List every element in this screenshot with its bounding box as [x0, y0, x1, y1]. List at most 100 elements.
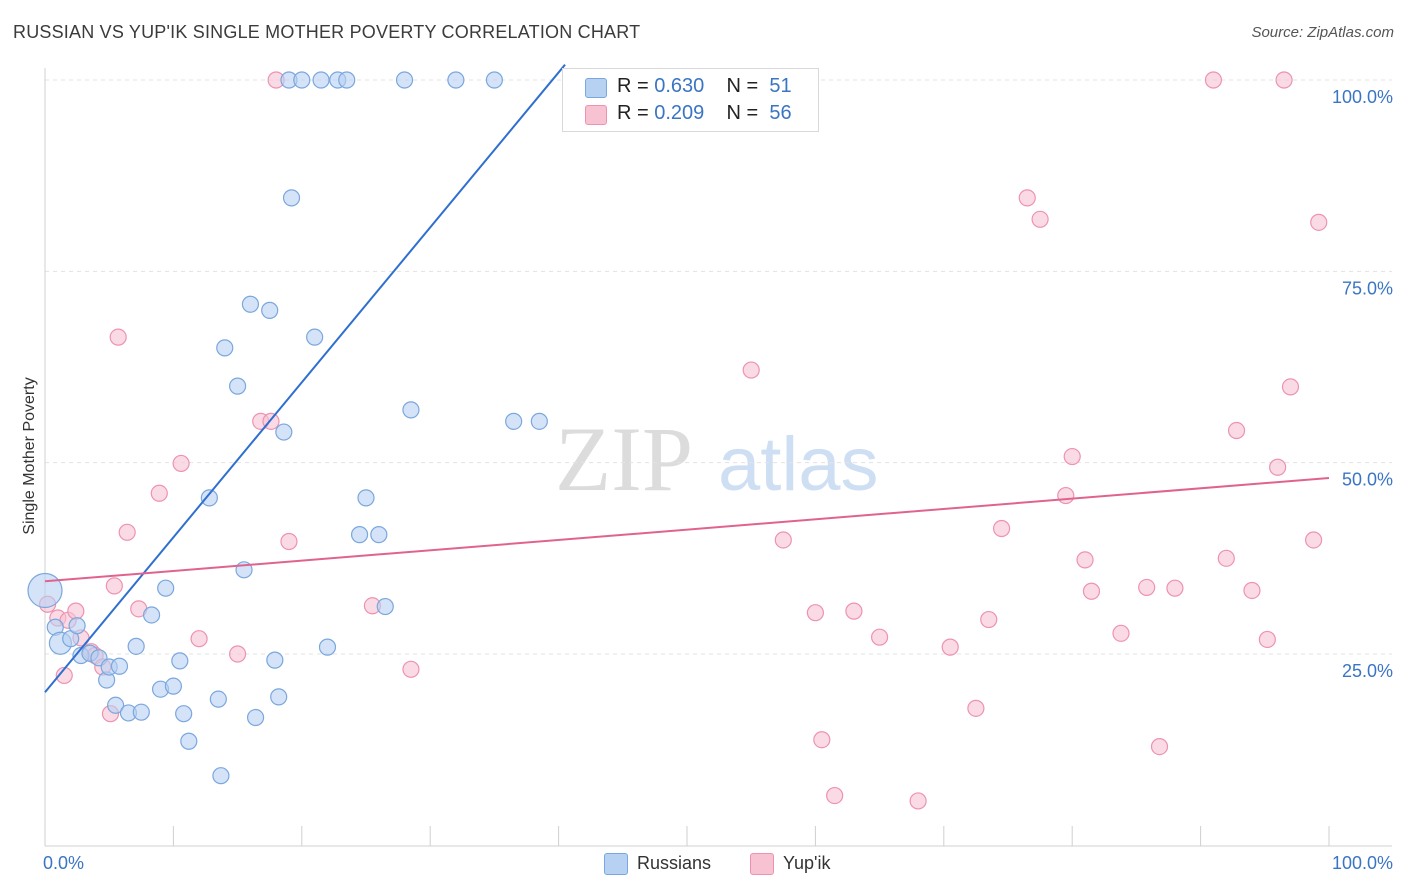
yupik-stats: R = 0.209 N = 56: [617, 102, 792, 125]
russians-point-13: [127, 637, 145, 655]
yupik-point-53: [1310, 213, 1328, 231]
russians-r-label: R =: [617, 75, 649, 97]
x-tick-label-0: 0.0%: [43, 853, 84, 873]
russians-point-17: [157, 579, 175, 597]
russians-point-36: [293, 71, 311, 89]
russians-point-0: [27, 572, 63, 609]
axes: [44, 68, 1392, 847]
russians-point-14: [132, 703, 150, 721]
yupik-point-10: [109, 328, 127, 346]
russians-point-35: [282, 189, 301, 207]
russians-point-10: [107, 696, 125, 714]
yupik-point-36: [1057, 486, 1075, 505]
russians-legend-swatch: [604, 853, 628, 875]
russians-point-19: [171, 652, 189, 670]
russians-r-value: 0.630: [654, 75, 705, 97]
yupik-point-44: [1204, 71, 1223, 89]
stats-legend: R = 0.630 N = 51 R = 0.209 N = 56: [562, 68, 819, 132]
yupik-point-2: [55, 666, 73, 685]
russians-point-49: [505, 412, 523, 430]
yupik-point-30: [941, 638, 959, 656]
yupik-legend-label: Yup'ik: [783, 853, 831, 873]
y-axis-label: Single Mother Poverty: [21, 377, 38, 535]
russians-point-50: [530, 412, 548, 430]
russians-point-46: [395, 71, 414, 89]
yupik-point-33: [992, 519, 1011, 538]
yupik-point-49: [1269, 458, 1287, 476]
y-tick-label-1: 50.0%: [1342, 470, 1393, 490]
yupik-point-24: [806, 604, 825, 622]
russians-stats: R = 0.630 N = 51: [617, 75, 792, 98]
yupik-legend-swatch: [750, 853, 774, 875]
russians-point-38: [312, 71, 330, 89]
yupik-n-value: 56: [769, 102, 792, 124]
yupik-swatch: [585, 105, 607, 125]
watermark-zip: ZIP: [555, 408, 693, 510]
russians-point-11: [110, 657, 129, 675]
yupik-point-42: [1150, 738, 1169, 756]
russians-point-21: [180, 732, 198, 750]
yupik-point-28: [870, 628, 889, 646]
russians-point-42: [350, 526, 369, 544]
y-tick-label-0: 25.0%: [1342, 661, 1393, 681]
yupik-point-9: [105, 577, 123, 595]
yupik-point-51: [1281, 378, 1300, 396]
russians-point-37: [306, 328, 324, 346]
yupik-n-label: N =: [726, 102, 759, 124]
yupik-point-14: [172, 454, 190, 473]
yupik-trend-line: [44, 476, 1330, 583]
yupik-r-label: R =: [617, 102, 649, 124]
russians-point-43: [357, 489, 375, 507]
russians-point-23: [209, 690, 227, 708]
yupik-point-50: [1275, 71, 1293, 89]
russians-point-22: [200, 489, 218, 507]
yupik-point-34: [1018, 189, 1036, 207]
russians-point-4: [68, 617, 86, 635]
russians-point-28: [241, 295, 260, 313]
russians-point-41: [338, 71, 356, 89]
russians-point-32: [270, 688, 288, 706]
yupik-point-22: [742, 361, 760, 379]
russians-point-48: [485, 71, 503, 89]
russians-trend-line: [44, 64, 566, 693]
yupik-point-37: [1063, 447, 1081, 466]
yupik-point-21: [402, 660, 420, 678]
russians-swatch: [585, 78, 607, 98]
trend-lines: [44, 64, 1330, 693]
yupik-point-27: [845, 602, 863, 620]
yupik-point-39: [1082, 582, 1101, 600]
russians-point-47: [402, 401, 420, 419]
yupik-point-15: [229, 645, 247, 663]
chart-title: RUSSIAN VS YUP'IK SINGLE MOTHER POVERTY …: [13, 22, 641, 42]
chart-source: Source: ZipAtlas.com: [1251, 24, 1394, 41]
yupik-point-32: [980, 610, 998, 629]
yupik-point-31: [967, 699, 985, 717]
x-tick-label-1: 100.0%: [1332, 853, 1393, 873]
watermark-atlas: atlas: [718, 422, 879, 507]
yupik-point-52: [1304, 531, 1323, 549]
yupik-point-54: [190, 630, 208, 648]
russians-point-29: [246, 708, 265, 727]
yupik-point-29: [909, 792, 927, 810]
russians-point-33: [275, 423, 293, 441]
russians-point-15: [142, 606, 161, 624]
russians-point-52: [447, 71, 465, 89]
yupik-point-11: [118, 523, 136, 541]
russian-points: [27, 71, 587, 785]
y-tick-label-2: 75.0%: [1342, 278, 1393, 298]
yupik-r-value: 0.209: [654, 102, 705, 124]
russians-point-44: [370, 526, 388, 544]
yupik-point-19: [280, 532, 298, 551]
yupik-point-45: [1217, 549, 1235, 567]
russians-point-31: [266, 651, 284, 669]
yupik-point-40: [1112, 624, 1130, 642]
yupik-point-48: [1258, 630, 1276, 649]
tick-labels: 25.0% 50.0% 75.0% 100.0% 0.0% 100.0%: [43, 87, 1393, 873]
russians-point-25: [216, 339, 234, 357]
russians-n-label: N =: [726, 75, 759, 97]
russians-point-20: [175, 705, 193, 723]
yupik-point-46: [1227, 421, 1246, 440]
y-tick-label-3: 100.0%: [1332, 87, 1393, 107]
yupik-point-25: [813, 731, 831, 749]
